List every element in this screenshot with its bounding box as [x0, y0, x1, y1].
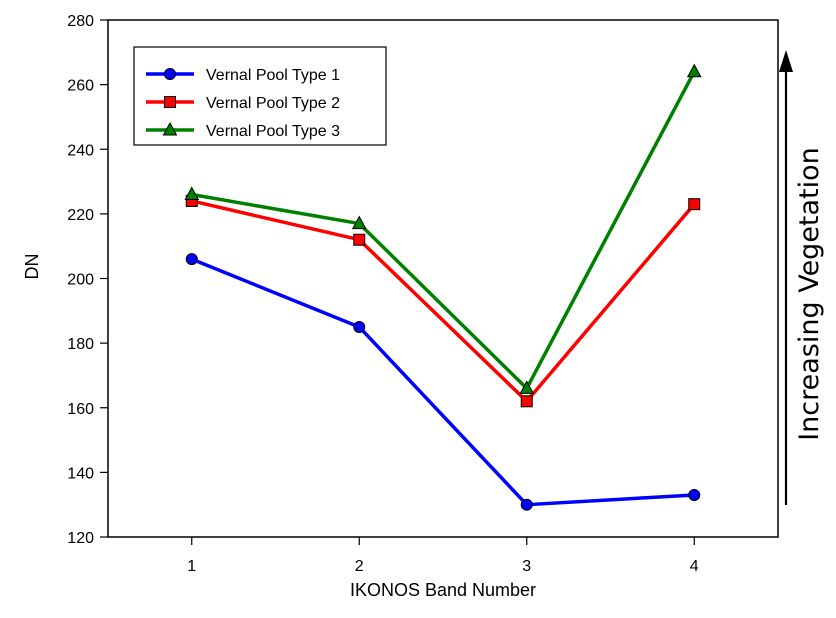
legend-label: Vernal Pool Type 1 [206, 67, 340, 84]
x-tick-label: 2 [355, 558, 364, 575]
annotation: Increasing Vegetation [779, 50, 825, 505]
legend-marker [164, 96, 176, 108]
series-line [191, 257, 695, 507]
legend-item: Vernal Pool Type 3 [146, 121, 340, 140]
legend-label: Vernal Pool Type 3 [206, 123, 340, 140]
data-point [688, 198, 701, 211]
data-point [353, 233, 366, 246]
data-point [519, 380, 535, 394]
series-layer [184, 63, 702, 511]
legend: Vernal Pool Type 1 Vernal Pool Type 2 Vern… [133, 46, 387, 146]
series-3 [184, 63, 702, 394]
y-tick-label: 160 [67, 401, 94, 418]
data-point [184, 186, 200, 200]
y-tick-label: 280 [67, 13, 94, 30]
legend-marker [164, 68, 176, 80]
data-point [353, 320, 366, 333]
y-tick-label: 260 [67, 78, 94, 95]
data-point [688, 488, 701, 501]
x-axis-title: IKONOS Band Number [350, 580, 536, 600]
legend-label: Vernal Pool Type 2 [206, 95, 340, 112]
legend-item: Vernal Pool Type 2 [146, 95, 340, 112]
data-point [520, 395, 533, 408]
x-tick-label: 1 [187, 558, 196, 575]
series-1 [185, 253, 701, 511]
x-tick-label: 4 [690, 558, 699, 575]
y-tick-label: 200 [67, 272, 94, 289]
data-point [185, 253, 198, 266]
series-line [191, 199, 696, 404]
annotation-label: Increasing Vegetation [794, 147, 825, 441]
series-2 [185, 194, 701, 408]
x-tick-label: 3 [522, 558, 531, 575]
y-axis-title: DN [22, 254, 42, 280]
y-tick-label: 140 [67, 465, 94, 482]
axes-layer: 120 140 160 180 200 220 240 260 280 1 2 3 4 IKONOS Ba… [22, 13, 779, 600]
y-tick-label: 240 [67, 142, 94, 159]
y-tick-label: 180 [67, 336, 94, 353]
data-point [520, 498, 533, 511]
legend-marker [162, 121, 178, 136]
y-tick-label: 120 [67, 530, 94, 547]
legend-item: Vernal Pool Type 1 [146, 67, 340, 84]
data-point [686, 63, 702, 78]
series-line [191, 70, 696, 391]
y-tick-label: 220 [67, 207, 94, 224]
data-point [351, 215, 367, 230]
vegetation-arrowhead [779, 50, 793, 72]
